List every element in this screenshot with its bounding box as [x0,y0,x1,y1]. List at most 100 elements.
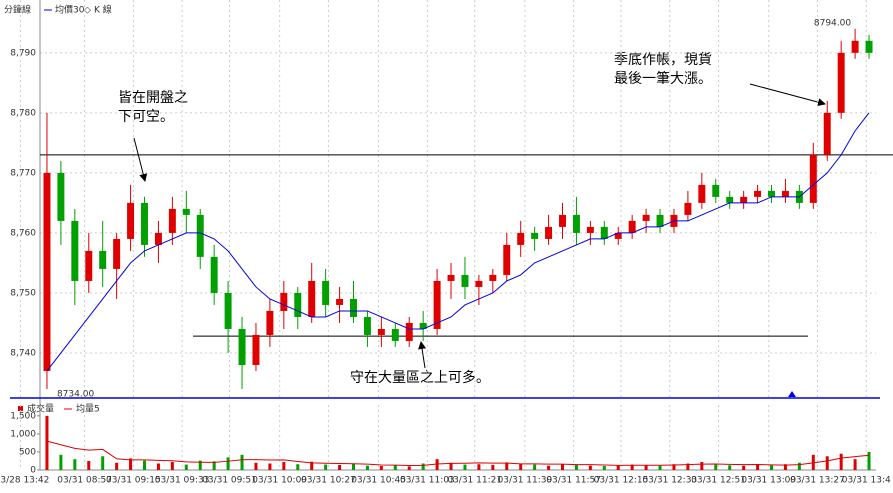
legend-entry: 均量5 [76,403,100,415]
candle-body [684,202,692,215]
candle-body [489,274,497,281]
candle-body [419,322,427,329]
candle-body [503,244,511,275]
y-tick-label: 8,770 [10,168,36,178]
candle-body [600,226,608,239]
annotation: 季底作帳，現貨 [614,51,712,68]
candle-body [141,202,148,245]
volume-bar [853,459,857,470]
volume-bar [505,462,509,470]
candle-body [154,232,162,245]
candle-body [336,298,344,305]
candle-body [809,154,817,203]
x-tick-label: 03/31 13:4 [842,476,891,486]
volume-bar [714,464,718,470]
x-tick-label: 03/31 10:09 [252,476,307,486]
candle-body [57,172,65,221]
y-tick-label: 8,750 [10,288,36,298]
candle-body [252,334,260,365]
annotation: 下可空。 [118,109,174,125]
candle-body [642,214,650,221]
candle-body [224,292,232,329]
volume-bar [435,459,439,470]
volume-bar [212,461,216,470]
y-tick-label: 8,790 [10,48,36,58]
volume-average-line [46,440,870,466]
x-tick-label: 03/31 11:21 [447,476,502,486]
annotation: 最後一筆大漲。 [614,71,712,87]
volume-bar [407,466,411,470]
y-tick-label: 8,780 [10,108,36,118]
volume-bar [393,465,397,470]
volume-bar [421,463,425,470]
candle-body [447,274,455,281]
volume-bar [588,465,592,470]
arrow [749,83,826,107]
candle-body [43,172,51,371]
volume-bar [101,456,105,470]
candle-body [350,298,357,317]
volume-bar [672,464,676,470]
candle-body [266,310,274,335]
volume-bar [756,464,760,470]
arrow [418,341,427,369]
volume-bar [310,461,314,470]
volume-bar [797,462,801,470]
candle-body [614,232,622,239]
marker [788,391,796,397]
x-tick-label: 03/31 13:27 [790,476,845,486]
volume-bar [630,464,634,470]
volume-bar [770,465,773,470]
candle-body [517,232,525,245]
volume-bar [324,464,328,470]
legend-entry: K 線 [94,4,112,16]
x-tick-label: 03/31 13:09 [741,476,796,486]
volume-bar [115,462,119,470]
candle-body [113,238,121,269]
legend: 分鐘線 均價30 ◇ K 線 成交量 均量5 [4,4,112,415]
candle-body [85,250,93,281]
x-tick-label: 03/31 11:39 [498,476,553,486]
candle-body [322,280,330,305]
x-tick-label: 03/31 08:57 [57,476,112,486]
volume-bar [296,464,300,470]
candle-body [168,208,176,233]
x-tick-label: 03/31 09:33 [155,476,210,486]
candle-body [726,196,734,203]
volume-bar [129,458,133,470]
candle-body [531,232,539,239]
candle-body [586,226,594,233]
volume-bar [45,415,49,470]
high-label: 8794.00 [814,18,851,28]
x-tick-label: 03/31 12:51 [691,476,746,486]
candle-body [781,190,789,197]
x-tick-label: 03/31 12:15 [594,476,649,486]
candle-body [127,202,135,239]
volume-bar [616,465,620,470]
candle-body [698,184,706,203]
volume-bar [282,462,286,470]
candle-body [559,214,566,227]
volume-bar [365,465,369,470]
candle-body [196,214,204,257]
volume-bar [491,464,495,470]
x-tick-label: 03/31 09:15 [106,476,161,486]
candle-body [545,226,553,239]
y-tick-label: 1,000 [10,429,36,439]
volume-bar [547,465,551,470]
volume-bar [561,464,564,470]
candle-body [363,316,371,335]
volume-bar [268,463,272,470]
candle-body [740,196,748,203]
y-tick-label: 8,760 [10,228,36,238]
annotation: 皆在開盤之 [118,90,188,106]
candle-body [308,280,316,317]
candle-body [656,214,664,227]
volume-bar [449,462,453,470]
volume-bar [240,454,244,470]
volume-bar [533,464,537,470]
volume-bar [87,460,91,470]
y-tick-label: 500 [19,447,36,457]
volume-bar [700,462,704,470]
